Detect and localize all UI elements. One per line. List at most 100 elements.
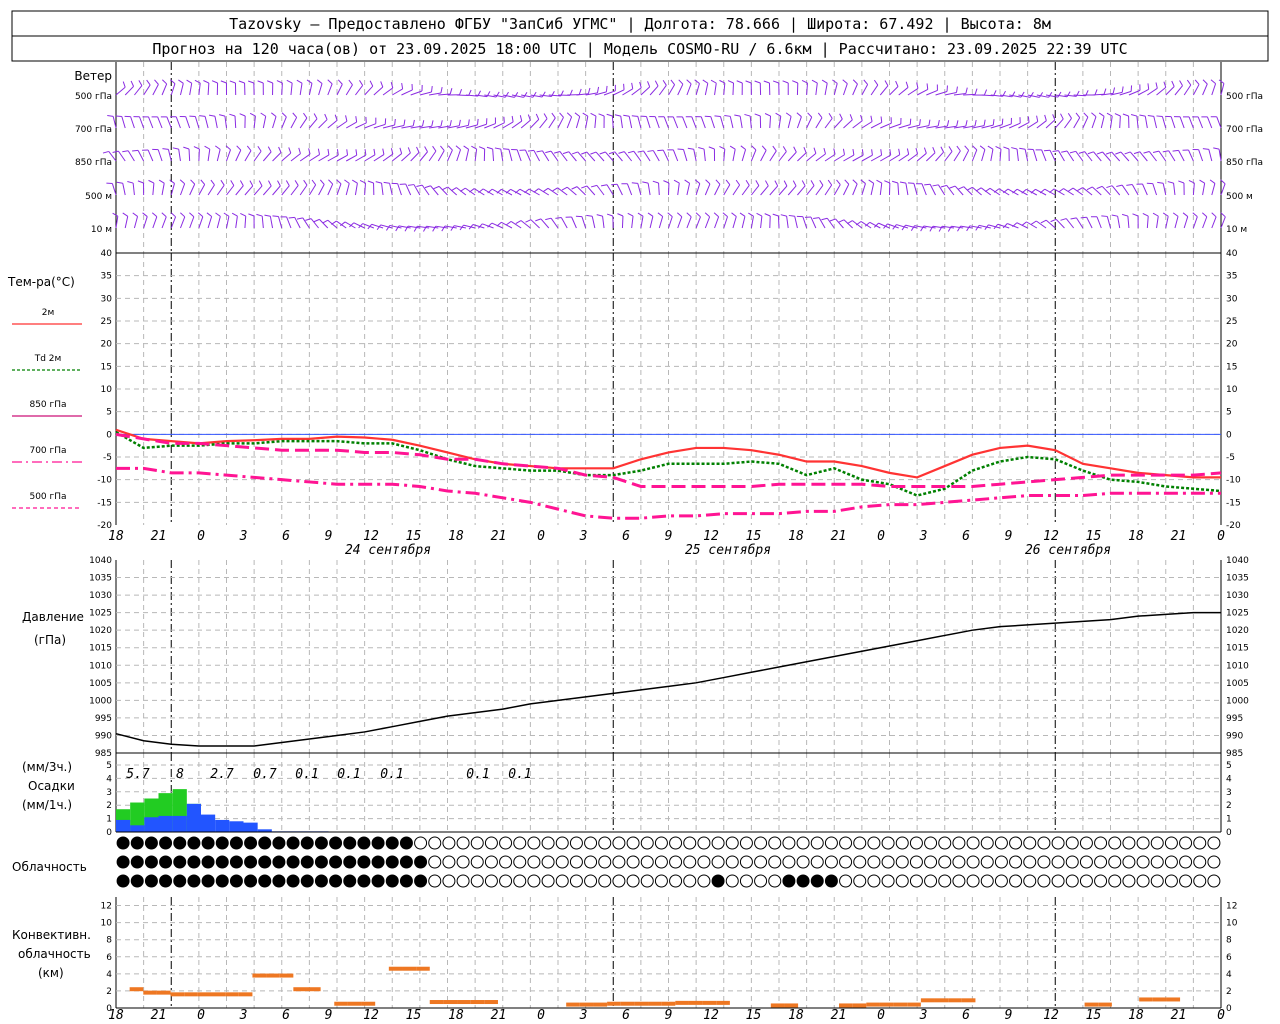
wind-barb-flag <box>1039 188 1046 194</box>
x-day-label: 24 сентября <box>345 543 431 558</box>
conv-cloud-bar <box>266 973 280 978</box>
wind-barb-shaft <box>889 123 901 129</box>
cloud-cover-icon <box>669 855 683 869</box>
wind-barb-flag <box>423 226 427 232</box>
wind-barb-shaft <box>695 183 701 196</box>
conv-cloud-bar <box>197 992 212 997</box>
wind-barb-shaft <box>1208 149 1213 162</box>
wind-barb-flag <box>1096 185 1103 190</box>
wind-barb-flag <box>351 179 358 184</box>
wind-barb-flag <box>220 80 227 84</box>
wind-barb-shaft <box>633 150 642 162</box>
wind-barb-shaft <box>824 118 833 129</box>
wind-barb-shaft <box>353 222 365 229</box>
conv-ytick-left: 8 <box>106 936 112 946</box>
wind-barb-shaft <box>133 216 139 229</box>
wind-barb-shaft <box>896 224 909 229</box>
wind-barb-shaft <box>907 153 918 162</box>
wind-barb-flag <box>433 185 440 190</box>
cloud-cover-icon <box>584 874 598 888</box>
wind-barb-shaft <box>234 115 237 129</box>
cloud-cover-icon <box>1065 855 1079 869</box>
wind-barb-flag <box>1147 83 1150 90</box>
wind-barb-shaft <box>576 93 589 96</box>
wind-barb-shaft <box>391 88 403 96</box>
wind-barb-flag <box>1030 220 1037 225</box>
wind-barb-shaft <box>299 117 308 129</box>
wind-barb-flag <box>395 225 400 232</box>
cloud-cover-icon <box>1108 874 1122 888</box>
wind-barb-flag <box>1012 222 1018 228</box>
wind-barb-flag <box>349 222 355 228</box>
pressure-ytick-right: 990 <box>1226 731 1243 741</box>
cloud-cover-icon <box>697 836 711 850</box>
wind-barb-flag <box>1116 184 1123 187</box>
precip-ytick-right: 5 <box>1226 761 1232 771</box>
cloud-cover-icon <box>569 855 583 869</box>
wind-barb-flag <box>1048 91 1053 98</box>
cloud-cover-icon <box>130 836 144 850</box>
wind-barb-shaft <box>318 154 330 162</box>
wind-barb-flag <box>502 148 509 150</box>
cloud-cover-icon <box>1065 836 1079 850</box>
wind-barb-flag <box>647 150 654 152</box>
wind-barb-shaft <box>1009 94 1022 98</box>
wind-barb-flag <box>639 81 642 88</box>
wind-barb-shaft <box>124 86 134 96</box>
cloud-cover-icon <box>626 855 640 869</box>
wind-barb-shaft <box>474 123 487 129</box>
wind-barb-flag <box>748 212 754 217</box>
wind-barb-flag <box>974 88 978 95</box>
wind-barb-flag <box>1086 186 1093 191</box>
wind-barb-shaft <box>272 116 277 129</box>
conv-cloud-bar <box>184 992 198 997</box>
cloud-cover-icon <box>938 874 952 888</box>
cloud-cover-icon <box>1122 836 1136 850</box>
cloud-cover-icon <box>357 836 371 850</box>
conv-cloud-bar <box>156 990 171 995</box>
wind-barb-shaft <box>456 124 469 129</box>
wind-barb-shaft <box>729 116 734 129</box>
wind-barb-shaft <box>1110 91 1123 96</box>
wind-barb-shaft <box>704 216 711 229</box>
cloud-cover-icon <box>739 874 753 888</box>
wind-barb-shaft <box>502 121 514 129</box>
wind-barb-shaft <box>1111 151 1121 162</box>
conv-cloud-bar <box>211 992 226 997</box>
cloud-cover-icon <box>329 836 343 850</box>
wind-barb-shaft <box>1041 149 1047 162</box>
wind-barb-shaft <box>760 216 763 229</box>
wind-barb-shaft <box>878 222 890 229</box>
cloud-cover-icon <box>343 836 357 850</box>
cloud-cover-icon <box>1193 836 1207 850</box>
cloud-cover-icon <box>754 836 768 850</box>
wind-barb-shaft <box>294 217 301 229</box>
wind-barb-shaft <box>194 116 200 129</box>
wind-barb-flag <box>929 225 934 232</box>
cloud-cover-icon <box>1079 855 1093 869</box>
wind-barb-flag <box>785 112 792 117</box>
wind-barb-flag <box>336 179 342 185</box>
wind-barb-flag <box>734 114 741 117</box>
wind-barb-flag <box>469 188 475 193</box>
cloud-cover-icon <box>867 836 881 850</box>
wind-barb-shaft <box>686 83 692 96</box>
wind-barb-flag <box>1077 187 1083 192</box>
cloud-cover-icon <box>1108 855 1122 869</box>
conv-ytick-right: 6 <box>1226 953 1232 963</box>
wind-barb-flag <box>684 179 690 184</box>
wind-barb-shaft <box>226 149 231 162</box>
cloud-cover-icon <box>130 855 144 869</box>
wind-barb-flag <box>947 226 952 232</box>
wind-barb-flag <box>756 212 763 217</box>
wind-barb-shaft <box>189 83 193 96</box>
conv-cloud-bar <box>866 1002 880 1007</box>
wind-barb-flag <box>340 221 346 227</box>
wind-barb-flag <box>849 114 853 121</box>
temp-ytick-right: 0 <box>1226 430 1232 440</box>
wind-barb-shaft <box>623 151 633 162</box>
wind-barb-shaft <box>769 115 772 129</box>
wind-barb-shaft <box>262 185 272 196</box>
wind-barb-shaft <box>703 149 706 162</box>
conv-cloud-bar <box>702 1000 717 1005</box>
